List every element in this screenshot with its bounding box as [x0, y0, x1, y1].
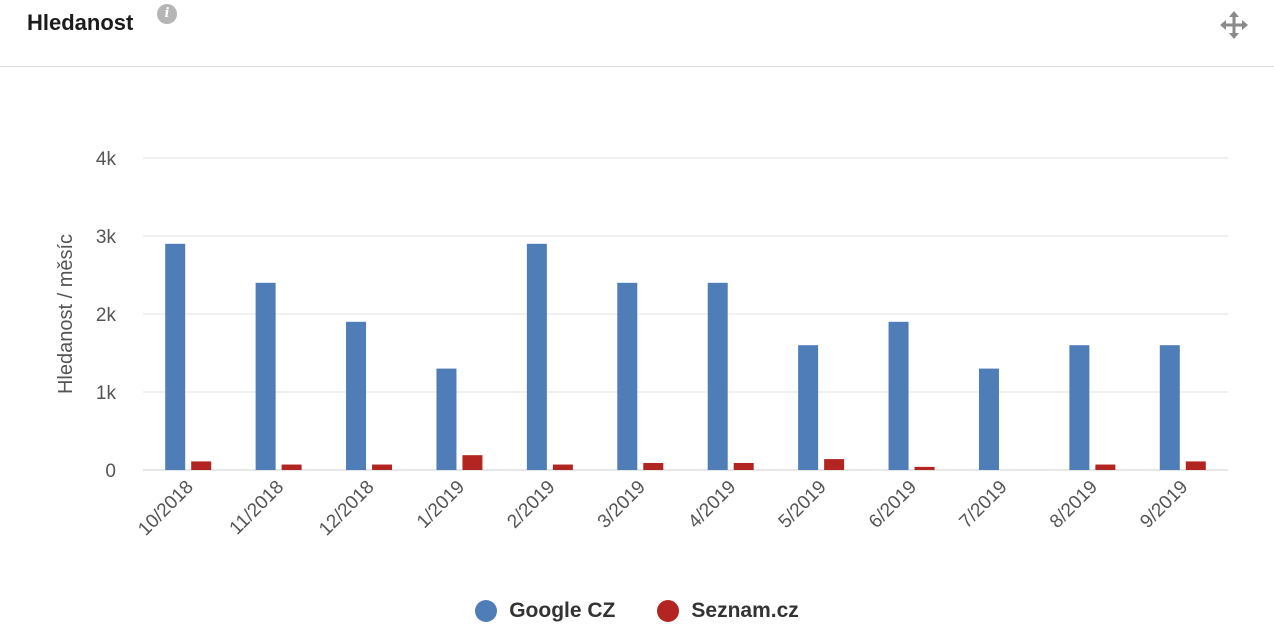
- legend-dot-seznam: [657, 600, 680, 622]
- x-tick-label: 10/2018: [134, 477, 197, 540]
- y-tick-label: 2k: [96, 305, 117, 326]
- x-tick-label: 12/2018: [315, 477, 378, 540]
- y-axis-title: Hledanost / měsíc: [55, 234, 77, 394]
- bar-google[interactable]: [617, 282, 638, 470]
- widget-header: Hledanost i: [0, 0, 1274, 67]
- x-tick-label: 6/2019: [865, 477, 921, 533]
- y-tick-label: 3k: [96, 227, 117, 248]
- x-tick-label: 9/2019: [1136, 477, 1192, 533]
- bar-google[interactable]: [978, 368, 999, 470]
- x-tick-label: 11/2018: [226, 477, 288, 539]
- bar-seznam[interactable]: [462, 455, 483, 470]
- legend-dot-google: [475, 600, 498, 622]
- legend: Google CZ Seznam.cz: [0, 594, 1274, 628]
- widget-title: Hledanost: [27, 10, 134, 35]
- grid-lines: [143, 157, 1228, 471]
- bar-google[interactable]: [1159, 345, 1180, 470]
- x-tick-label: 7/2019: [956, 477, 1012, 533]
- bar-google[interactable]: [526, 243, 547, 470]
- bar-google[interactable]: [707, 282, 728, 470]
- bar-seznam[interactable]: [191, 461, 212, 470]
- legend-item-google[interactable]: Google CZ: [475, 594, 615, 628]
- bar-google[interactable]: [255, 282, 276, 470]
- bar-seznam[interactable]: [552, 464, 573, 470]
- bar-seznam[interactable]: [1095, 464, 1116, 470]
- bar-seznam[interactable]: [372, 464, 393, 470]
- x-tick-label: 1/2019: [413, 477, 469, 533]
- x-tick-label: 8/2019: [1046, 477, 1102, 533]
- x-tick-label: 2/2019: [503, 477, 559, 533]
- legend-label-seznam: Seznam.cz: [691, 599, 799, 622]
- bar-seznam[interactable]: [733, 462, 754, 470]
- bar-google[interactable]: [346, 321, 367, 470]
- legend-item-seznam[interactable]: Seznam.cz: [657, 594, 799, 628]
- bar-seznam[interactable]: [824, 459, 845, 470]
- bar-chart: 0 1k 2k 3k 4k Hledanost / měsíc 10/2018 11/20…: [55, 149, 1228, 540]
- y-axis-ticks: 0 1k 2k 3k 4k: [96, 149, 117, 482]
- bar-google[interactable]: [798, 345, 819, 470]
- y-tick-label: 4k: [96, 149, 117, 170]
- x-tick-label: 5/2019: [775, 477, 831, 533]
- x-axis-ticks: 10/2018 11/2018 12/2018 1/2019 2/2019 3/2019 4…: [134, 477, 1192, 540]
- x-tick-label: 4/2019: [684, 477, 740, 533]
- bar-seznam[interactable]: [1185, 461, 1206, 470]
- bar-seznam[interactable]: [281, 464, 302, 470]
- bar-google[interactable]: [165, 243, 186, 470]
- bar-google[interactable]: [436, 368, 457, 470]
- bars: [165, 243, 1206, 470]
- move-arrows-icon[interactable]: [1220, 11, 1248, 39]
- legend-label-google: Google CZ: [509, 599, 616, 622]
- info-icon[interactable]: i: [157, 4, 177, 24]
- bar-google[interactable]: [1069, 345, 1090, 470]
- y-tick-label: 0: [105, 461, 116, 482]
- y-tick-label: 1k: [96, 383, 117, 404]
- bar-google[interactable]: [888, 321, 909, 470]
- bar-seznam[interactable]: [914, 466, 935, 470]
- bar-seznam[interactable]: [643, 462, 664, 470]
- x-tick-label: 3/2019: [594, 477, 650, 533]
